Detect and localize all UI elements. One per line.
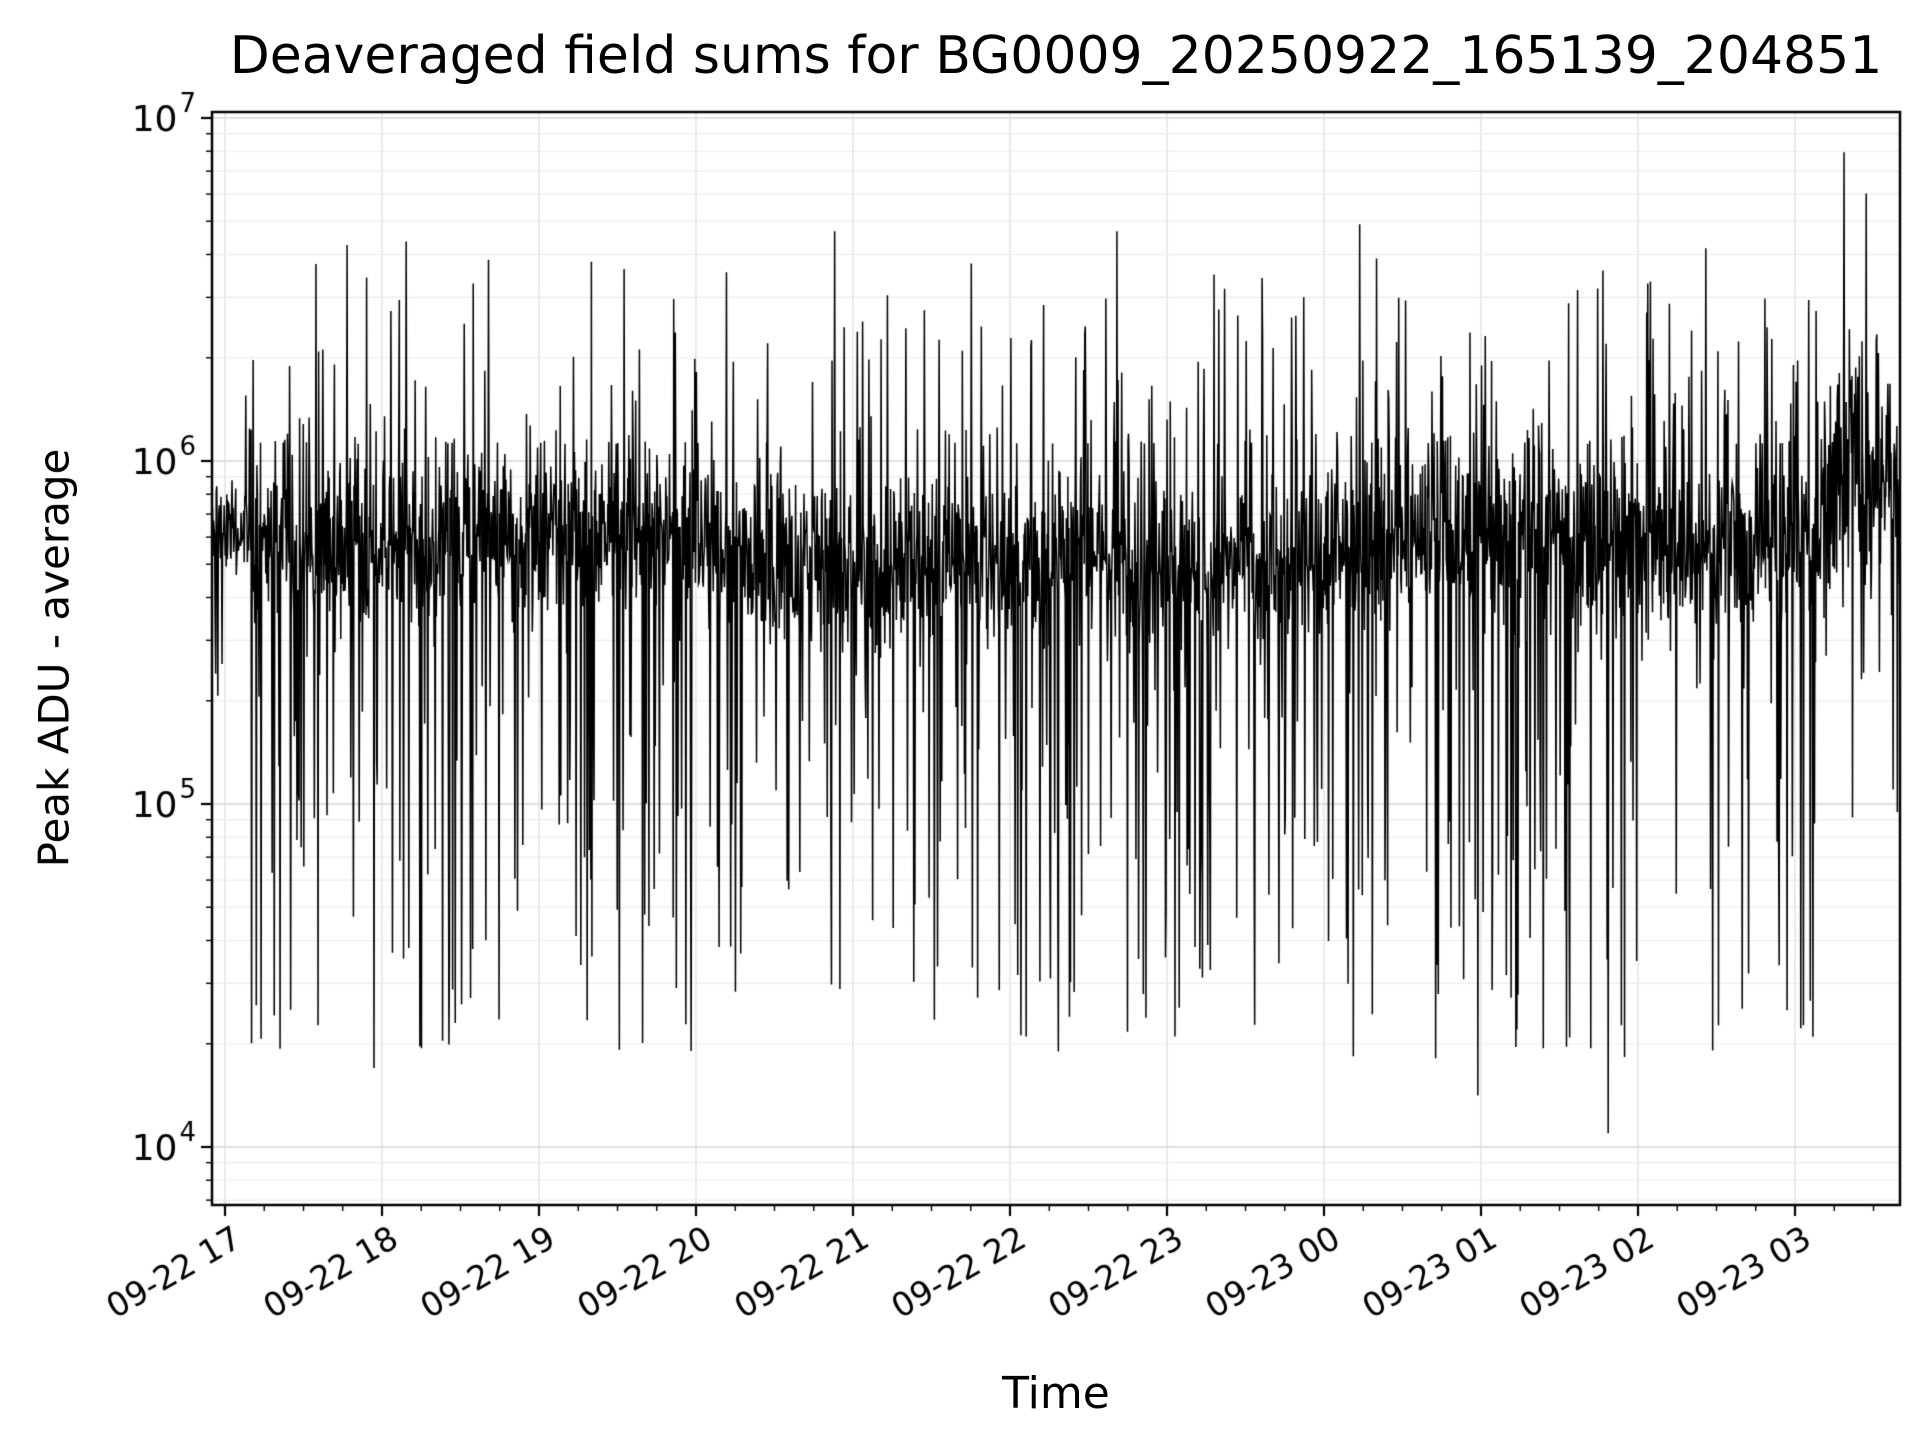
x-axis-label: Time [1002,1368,1110,1419]
chart-title: Deaveraged field sums for BG0009_2025092… [229,26,1883,86]
y-axis-label: Peak ADU - average [29,448,79,868]
